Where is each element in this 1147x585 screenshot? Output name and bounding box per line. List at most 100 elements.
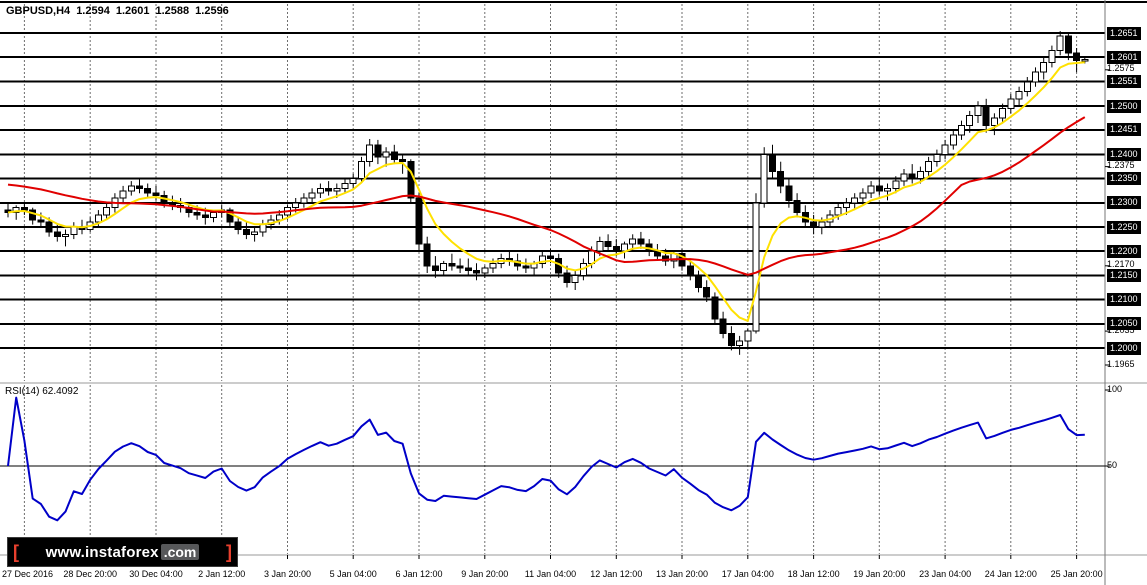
candle-bull — [974, 105, 982, 117]
candle-bull — [900, 173, 908, 182]
candle-bull — [382, 151, 390, 158]
candle-bear — [785, 185, 793, 201]
candle-bear — [456, 265, 464, 269]
candle-bear — [201, 214, 209, 218]
price-axis[interactable]: 1.2651 1.2601 1.2575 1.2551 1.2500 1.2451 1.24… — [1107, 0, 1147, 585]
price-level-label: 1.2400 — [1107, 148, 1141, 161]
time-axis[interactable]: 27 Dec 2016 28 Dec 20:00 30 Dec 04:00 2 Jan… — [0, 565, 1147, 585]
candle-bear — [29, 209, 37, 221]
candle-bear — [982, 105, 990, 126]
price-axis-label: 1.2170 — [1107, 259, 1135, 270]
candle-bull — [834, 207, 842, 216]
price-axis-label: 1.2375 — [1107, 160, 1135, 171]
instaforex-watermark: [ www.instaforex .com ] — [7, 537, 238, 567]
candle-bear — [637, 238, 645, 245]
time-axis-label: 27 Dec 2016 — [2, 569, 54, 579]
candle-bear — [20, 207, 28, 211]
logo-domain-text: www.instaforex — [45, 543, 159, 561]
candle-bear — [136, 185, 143, 189]
candle-bull — [70, 226, 78, 235]
candle-bull — [842, 202, 850, 209]
candle-bear — [612, 245, 620, 252]
price-level-label: 1.2451 — [1107, 123, 1141, 137]
candle-bull — [892, 180, 900, 189]
time-axis-label: 17 Jan 04:00 — [721, 569, 774, 579]
candle-bull — [538, 255, 546, 264]
candle-bear — [448, 262, 456, 267]
candle-bull — [736, 340, 744, 347]
candle-bear — [547, 255, 554, 260]
price-level-label: 1.2250 — [1107, 220, 1141, 234]
candle-bull — [119, 190, 127, 199]
candle-bull — [251, 231, 259, 235]
price-level-label: 1.2551 — [1107, 74, 1141, 88]
candle-bull — [12, 207, 20, 213]
candle-bear — [522, 265, 530, 269]
candle-bear — [793, 199, 801, 213]
time-axis-label: 30 Dec 04:00 — [129, 569, 183, 579]
rsi-line — [7, 396, 1085, 522]
time-axis-label: 19 Jan 20:00 — [853, 569, 906, 579]
candle-bull — [941, 144, 949, 156]
candle-bull — [127, 185, 135, 192]
candle-bear — [875, 185, 883, 192]
rsi-indicator-label: RSI(14) 62.4092 — [5, 386, 79, 397]
time-axis-label: 2 Jan 12:00 — [198, 569, 246, 579]
candle-bull — [933, 154, 941, 163]
candle-bull — [316, 187, 324, 194]
time-axis-label: 12 Jan 12:00 — [590, 569, 643, 579]
time-axis-label: 18 Jan 12:00 — [787, 569, 840, 579]
candle-bull — [859, 192, 867, 199]
time-axis-label: 28 Dec 20:00 — [63, 569, 117, 579]
candle-bear — [407, 161, 415, 199]
price-level-label: 1.2200 — [1107, 244, 1141, 258]
candle-bear — [473, 270, 480, 274]
candle-bull — [349, 178, 357, 184]
time-axis-label: 23 Jan 04:00 — [919, 569, 972, 579]
ma-fast-line — [7, 61, 1085, 322]
symbol-period-label: GBPUSD,H4 — [6, 5, 71, 17]
candle-bear — [53, 231, 61, 238]
time-axis-label: 24 Jan 12:00 — [984, 569, 1037, 579]
candle-bear — [810, 221, 818, 228]
candle-bear — [563, 272, 571, 284]
candle-bull — [958, 124, 965, 136]
candle-bull — [292, 202, 300, 209]
candle-bull — [210, 212, 217, 218]
candle-bull — [366, 144, 374, 163]
candle-bear — [719, 318, 727, 334]
candle-bear — [399, 158, 407, 163]
candle-bear — [234, 221, 242, 230]
candle-bull — [1007, 98, 1015, 110]
candle-bull — [990, 117, 998, 126]
candle-bull — [818, 221, 826, 228]
price-level-label: 1.2050 — [1107, 317, 1141, 331]
candle-bear — [390, 151, 398, 160]
candle-bull — [440, 262, 448, 272]
time-axis-label: 5 Jan 04:00 — [329, 569, 377, 579]
candle-bull — [884, 187, 891, 192]
rsi-axis-label: 100 — [1107, 384, 1123, 394]
candle-bear — [695, 274, 702, 288]
price-level-label: 1.2500 — [1107, 99, 1141, 113]
candle-bear — [727, 333, 735, 347]
candle-bear — [415, 197, 423, 245]
candle-bull — [94, 214, 102, 223]
candle-bull — [358, 161, 365, 180]
candle-bear — [908, 173, 916, 180]
price-level-label: 1.2100 — [1107, 293, 1141, 307]
candle-bear — [423, 243, 431, 267]
candle-bull — [999, 108, 1007, 119]
candle-bull — [308, 192, 316, 199]
low-value: 1.2588 — [155, 5, 190, 17]
candle-bull — [571, 274, 579, 284]
candle-bear — [242, 229, 250, 235]
candle-bull — [596, 241, 604, 252]
logo-tld-text: .com — [160, 544, 200, 560]
candle-bull — [341, 183, 349, 189]
time-axis-label: 13 Jan 20:00 — [655, 569, 709, 579]
logo-right-bracket-icon: ] — [225, 542, 232, 562]
candle-bull — [103, 207, 111, 216]
